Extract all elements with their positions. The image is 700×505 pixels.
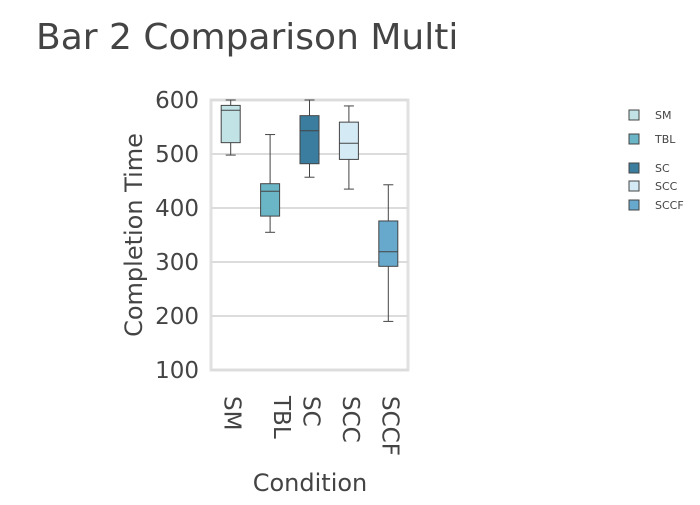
x-tick-label: SCCF — [376, 396, 402, 456]
x-axis-ticks: SM TBL SC SCC SCCF — [219, 395, 403, 456]
iqr-box — [260, 183, 281, 217]
y-tick-label: 500 — [155, 142, 199, 168]
legend-label: TBL — [654, 133, 676, 146]
iqr-box — [299, 115, 320, 165]
y-tick-label: 100 — [155, 358, 199, 384]
box-sm — [220, 99, 241, 156]
box-scc — [338, 105, 359, 190]
legend: SM TBL SC SCC SCCF — [628, 109, 684, 212]
legend-label: SCC — [655, 180, 678, 193]
legend-swatch — [628, 199, 640, 211]
legend-item-scc[interactable]: SCC — [628, 180, 678, 193]
y-tick-label: 200 — [155, 304, 199, 330]
legend-swatch — [628, 109, 640, 121]
iqr-box — [378, 220, 399, 267]
chart-title: Bar 2 Comparison Multi — [36, 17, 458, 58]
legend-item-sm[interactable]: SM — [628, 109, 671, 122]
y-axis-title: Completion Time — [120, 133, 148, 337]
y-tick-label: 400 — [155, 196, 199, 222]
y-axis-ticks: 100 200 300 400 500 600 — [155, 88, 199, 384]
legend-label: SC — [655, 162, 670, 175]
legend-label: SM — [655, 109, 671, 122]
y-tick-label: 600 — [155, 88, 199, 114]
legend-label: SCCF — [655, 199, 684, 212]
box-series — [220, 99, 399, 322]
legend-swatch — [628, 133, 640, 145]
legend-item-sccf[interactable]: SCCF — [628, 199, 684, 212]
x-tick-label: SM — [219, 396, 245, 430]
legend-item-tbl[interactable]: TBL — [628, 133, 676, 146]
legend-swatch — [628, 180, 640, 192]
y-tick-label: 300 — [155, 250, 199, 276]
x-axis-title: Condition — [253, 469, 368, 497]
x-tick-label: SCC — [337, 396, 363, 443]
x-tick-label: TBL — [268, 395, 294, 439]
box-sc — [299, 99, 320, 178]
box-sccf — [378, 184, 399, 322]
legend-swatch — [628, 162, 640, 174]
iqr-box — [338, 121, 359, 160]
x-tick-label: SC — [298, 396, 324, 427]
legend-item-sc[interactable]: SC — [628, 162, 670, 175]
box-tbl — [260, 134, 281, 233]
iqr-box — [220, 104, 241, 144]
